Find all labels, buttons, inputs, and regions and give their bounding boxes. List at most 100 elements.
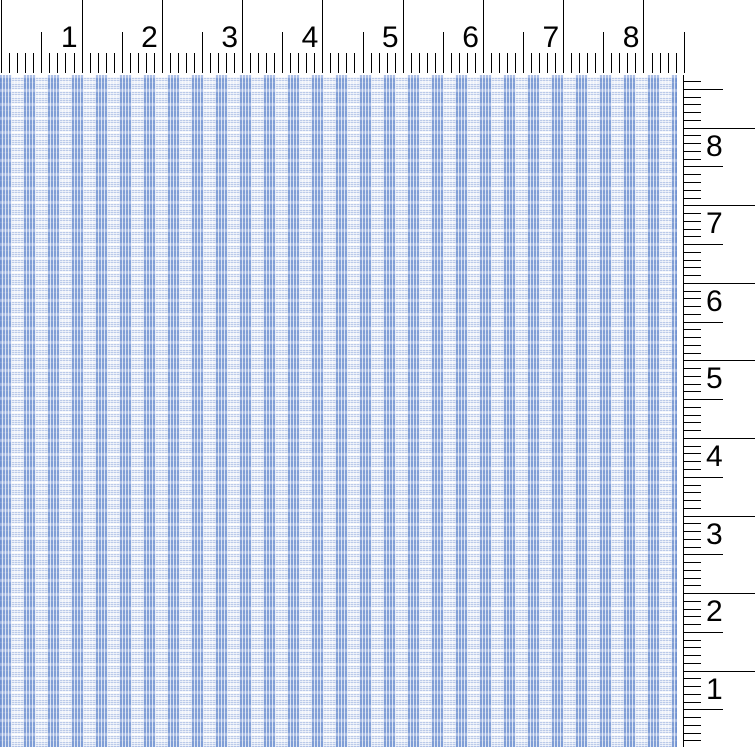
right-ruler-tick: [683, 414, 701, 416]
top-ruler-tick: [250, 53, 252, 73]
top-ruler-tick: [418, 53, 420, 73]
top-ruler-tick: [482, 0, 484, 73]
right-ruler-tick: [683, 616, 701, 618]
top-ruler-tick: [587, 53, 589, 73]
right-ruler-baseline: [683, 75, 684, 747]
top-ruler-tick: [627, 53, 629, 73]
top-ruler-tick: [611, 53, 613, 73]
right-ruler-tick: [683, 321, 723, 323]
right-ruler-tick: [683, 181, 701, 183]
top-ruler-tick: [474, 53, 476, 73]
right-ruler-tick: [683, 701, 701, 703]
fabric-preview[interactable]: [0, 75, 677, 747]
right-ruler-tick: [683, 127, 755, 129]
top-ruler-tick: [651, 53, 653, 73]
right-ruler-tick: [683, 112, 701, 114]
top-ruler-tick: [547, 53, 549, 73]
right-ruler-tick: [683, 678, 701, 680]
top-ruler-tick: [410, 53, 412, 73]
top-ruler-tick: [539, 53, 541, 73]
right-ruler: 1 2 3 4 5 6 7 8: [683, 75, 755, 747]
right-ruler-tick: [683, 500, 701, 501]
top-ruler-tick: [137, 53, 139, 73]
right-ruler-tick: [683, 647, 701, 649]
top-ruler: 1 2 3 4 5 6 7 8: [0, 0, 690, 75]
top-ruler-tick: [346, 53, 348, 73]
right-ruler-label: 5: [706, 362, 723, 396]
top-ruler-tick: [402, 0, 404, 73]
right-ruler-tick: [683, 104, 701, 106]
top-ruler-tick: [434, 53, 436, 73]
top-ruler-tick: [394, 53, 396, 73]
top-ruler-tick: [579, 53, 581, 73]
top-ruler-tick: [65, 53, 67, 73]
right-ruler-tick: [683, 724, 701, 726]
right-ruler-tick: [683, 329, 701, 331]
right-ruler-tick: [683, 546, 701, 548]
right-ruler-tick: [683, 693, 701, 695]
top-ruler-tick: [274, 53, 276, 73]
right-ruler-tick: [683, 275, 701, 276]
right-ruler-tick: [683, 166, 723, 168]
top-ruler-label: 7: [542, 21, 560, 54]
top-ruler-tick: [33, 53, 35, 73]
right-ruler-tick: [683, 531, 701, 532]
top-ruler-tick: [338, 53, 340, 73]
right-ruler-tick: [683, 406, 701, 408]
right-ruler-tick: [683, 732, 701, 734]
right-ruler-tick: [683, 422, 701, 424]
top-ruler-tick: [571, 53, 573, 73]
right-ruler-tick: [683, 484, 701, 486]
top-ruler-tick: [531, 53, 532, 73]
right-ruler-tick: [683, 624, 701, 626]
top-ruler-tick: [89, 53, 91, 73]
right-ruler-tick: [683, 205, 755, 207]
right-ruler-tick: [683, 119, 701, 121]
right-ruler-label: 3: [706, 517, 723, 551]
right-ruler-tick: [683, 337, 701, 339]
right-ruler-tick: [683, 236, 701, 238]
right-ruler-tick: [683, 150, 701, 152]
right-ruler-tick: [683, 143, 701, 145]
right-ruler-tick: [683, 298, 701, 300]
top-ruler-tick: [201, 32, 203, 73]
top-ruler-tick: [209, 53, 211, 73]
right-ruler-tick: [683, 383, 701, 385]
right-ruler-tick: [683, 593, 755, 595]
top-ruler-tick: [97, 53, 99, 73]
top-ruler-tick: [507, 53, 508, 73]
top-ruler-tick: [619, 53, 621, 73]
right-ruler-label: 8: [706, 129, 723, 163]
top-ruler-tick: [177, 53, 179, 73]
right-ruler-tick: [683, 468, 701, 470]
top-ruler-tick: [25, 53, 27, 73]
right-ruler-tick: [683, 709, 723, 711]
top-ruler-tick: [185, 53, 187, 73]
right-ruler-tick: [683, 213, 701, 214]
right-ruler-tick: [683, 391, 701, 393]
top-ruler-tick: [129, 53, 131, 73]
top-ruler-tick: [298, 53, 300, 73]
right-ruler-tick: [683, 189, 701, 191]
right-ruler-tick: [683, 453, 701, 455]
top-ruler-tick: [555, 53, 557, 73]
top-ruler-tick: [242, 0, 243, 73]
right-ruler-tick: [683, 670, 755, 672]
right-ruler-tick: [683, 662, 701, 664]
right-ruler-tick: [683, 569, 701, 571]
top-ruler-tick: [330, 53, 332, 73]
right-ruler-tick: [683, 600, 701, 602]
right-ruler-tick: [683, 585, 701, 587]
top-ruler-tick: [659, 53, 661, 73]
right-ruler-tick: [683, 375, 701, 377]
right-ruler-tick: [683, 437, 755, 439]
top-ruler-tick: [643, 0, 645, 73]
right-ruler-tick: [683, 135, 701, 137]
top-ruler-label: 8: [622, 21, 640, 54]
top-ruler-tick: [218, 53, 219, 73]
top-ruler-tick: [226, 53, 227, 73]
top-ruler-tick: [266, 53, 268, 73]
right-ruler-tick: [683, 608, 701, 610]
top-ruler-tick: [290, 53, 292, 73]
